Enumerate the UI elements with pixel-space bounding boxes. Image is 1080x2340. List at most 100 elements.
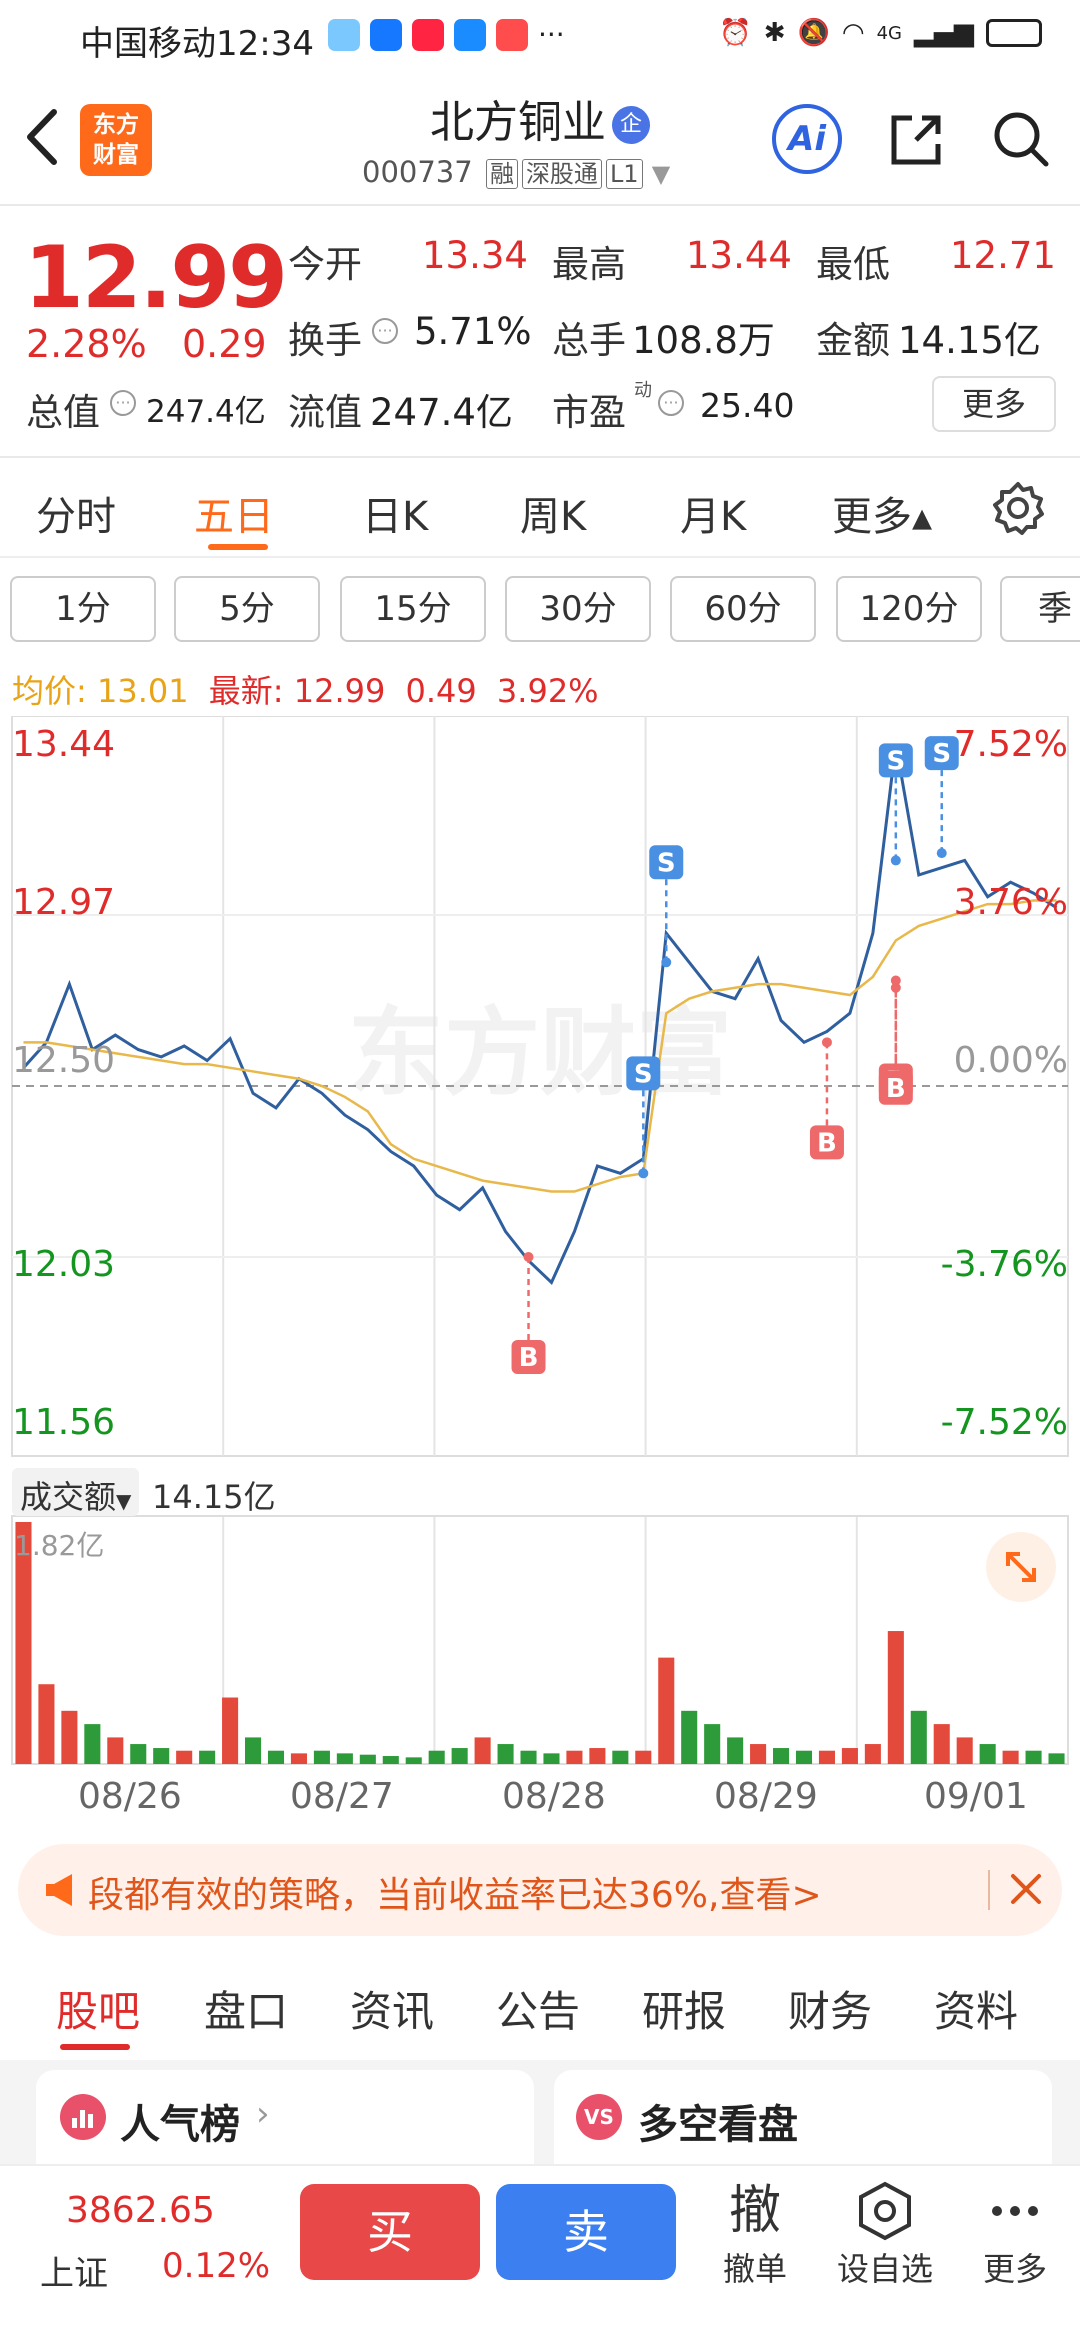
info-icon[interactable]: ··· xyxy=(110,390,136,416)
stat-label-high: 最高 xyxy=(552,243,626,286)
buy-button[interactable]: 买 xyxy=(300,2184,480,2280)
latest-percent: 3.92% xyxy=(496,672,599,710)
volume-type-label: 成交额 xyxy=(20,1478,117,1516)
cancel-order-button[interactable]: 撤单 xyxy=(722,2250,787,2288)
period-30min[interactable]: 30分 xyxy=(505,576,651,642)
gear-icon[interactable] xyxy=(990,480,1046,536)
stat-value-open: 13.34 xyxy=(422,234,528,277)
five-day-chart[interactable]: 东方财富 BSSBBBSS 13.44 12.97 12.50 12.03 11… xyxy=(0,715,1080,1826)
sell-button[interactable]: 卖 xyxy=(496,2184,676,2280)
marker-label: B xyxy=(817,1128,837,1158)
alipay-icon xyxy=(370,18,402,51)
tab-order-book[interactable]: 盘口 xyxy=(204,1987,289,2036)
info-icon[interactable]: ··· xyxy=(658,390,684,416)
volume-bar xyxy=(818,1750,835,1764)
battery-icon xyxy=(986,19,1042,47)
y-left-tick: 12.97 xyxy=(12,882,116,923)
marker-dot xyxy=(890,975,901,986)
latest-change: 0.49 xyxy=(405,672,477,710)
volume-bar xyxy=(1002,1750,1019,1764)
volume-bar xyxy=(658,1657,675,1764)
tab-more[interactable]: 更多▴ xyxy=(832,494,933,540)
minute-period-selector: 1分 5分 15分 30分 60分 120分 季 xyxy=(0,558,1080,658)
stat-label-float-cap: 流值 xyxy=(288,391,362,434)
marker-dot xyxy=(890,855,901,866)
banner-text[interactable]: 段都有效的策略，当前收益率已达36%,查看> xyxy=(88,1875,822,1916)
tab-news[interactable]: 资讯 xyxy=(350,1987,435,2036)
more-button[interactable]: 更多 xyxy=(982,2250,1047,2288)
volume-bar xyxy=(428,1750,445,1764)
tab-intraday[interactable]: 分时 xyxy=(36,494,116,540)
back-arrow-icon[interactable] xyxy=(22,102,62,172)
logo-text-line1: 东方 xyxy=(93,112,139,138)
volume-bar xyxy=(405,1757,422,1764)
info-icon[interactable]: ··· xyxy=(372,318,398,344)
volume-bar xyxy=(589,1748,606,1764)
watermark: 东方财富 xyxy=(348,997,732,1109)
period-1min[interactable]: 1分 xyxy=(10,576,156,642)
tab-profile[interactable]: 资料 xyxy=(934,1987,1019,2036)
period-15min[interactable]: 15分 xyxy=(340,576,486,642)
popularity-card[interactable]: 人气榜 › xyxy=(36,2070,534,2164)
volume-type-dropdown[interactable]: 成交额▼ xyxy=(12,1468,140,1516)
ai-button[interactable]: Ai xyxy=(772,104,842,174)
bull-bear-card[interactable]: VS 多空看盘 xyxy=(554,2070,1052,2164)
volume-bar xyxy=(290,1753,307,1764)
latest-value: 12.99 xyxy=(293,672,386,710)
stat-value-low: 12.71 xyxy=(950,234,1056,277)
y-right-tick: -7.52% xyxy=(940,1402,1068,1443)
cancel-order-icon[interactable]: 撤 xyxy=(728,2181,781,2241)
tab-five-day[interactable]: 五日 xyxy=(194,494,274,540)
y-left-tick: 12.03 xyxy=(12,1244,116,1285)
period-60min[interactable]: 60分 xyxy=(670,576,816,642)
buy-marker xyxy=(809,1125,844,1160)
tab-weekly-k[interactable]: 周K xyxy=(520,494,587,540)
volume-bar xyxy=(130,1744,147,1764)
volume-bar xyxy=(887,1631,904,1764)
volume-bar xyxy=(474,1737,491,1764)
current-price: 12.99 xyxy=(24,228,288,328)
tab-financials[interactable]: 财务 xyxy=(788,1987,873,2036)
change-percent: 2.28% xyxy=(26,322,147,366)
x-tick-label: 08/29 xyxy=(714,1776,818,1817)
index-name[interactable]: 上证 xyxy=(40,2254,108,2294)
period-5min[interactable]: 5分 xyxy=(174,576,320,642)
stock-header: 东方 财富 北方铜业企 000737 融深股通 L1 ▼ Ai xyxy=(0,72,1080,206)
app-notification-icon xyxy=(454,18,486,51)
tab-monthly-k[interactable]: 月K xyxy=(680,494,747,540)
stock-code-row[interactable]: 000737 融深股通 L1 ▼ xyxy=(362,154,670,189)
bull-bear-card-title: 多空看盘 xyxy=(638,2102,798,2148)
more-dots-icon[interactable] xyxy=(960,2180,1070,2242)
alarm-icon: ⏰ xyxy=(719,18,752,48)
volume-bar xyxy=(107,1737,124,1764)
sell-marker xyxy=(626,1056,661,1091)
period-120min[interactable]: 120分 xyxy=(836,576,982,642)
index-value[interactable]: 3862.65 xyxy=(66,2190,215,2231)
add-watchlist-button[interactable]: 设自选 xyxy=(836,2250,933,2288)
tab-forum[interactable]: 股吧 xyxy=(56,1987,141,2036)
eastmoney-logo[interactable]: 东方 财富 xyxy=(80,104,152,176)
bottom-action-bar: 3862.65 上证 0.12% 买 卖 撤 撤单 设自选 更多 xyxy=(0,2164,1080,2340)
tab-research[interactable]: 研报 xyxy=(642,1987,727,2036)
close-icon[interactable] xyxy=(1003,1866,1049,1912)
hexagon-watchlist-icon[interactable] xyxy=(830,2180,940,2242)
y-right-tick: -3.76% xyxy=(940,1244,1068,1285)
sell-marker xyxy=(878,743,913,778)
volume-bar xyxy=(704,1724,721,1764)
price-chart-svg[interactable]: 东方财富 BSSBBBSS xyxy=(0,715,1080,1826)
carrier-name: 中国移动 xyxy=(80,24,216,64)
share-icon[interactable] xyxy=(886,108,948,170)
volume-bar xyxy=(727,1737,744,1764)
index-percent[interactable]: 0.12% xyxy=(162,2246,271,2286)
trade-markers: BSSBBBSS xyxy=(511,736,959,1374)
strategy-banner[interactable]: 段都有效的策略，当前收益率已达36%,查看> xyxy=(18,1844,1062,1936)
tab-daily-k[interactable]: 日K xyxy=(362,494,429,540)
search-icon[interactable] xyxy=(990,108,1052,170)
y-left-tick: 12.50 xyxy=(12,1040,116,1081)
period-quarter[interactable]: 季 xyxy=(1000,576,1080,642)
avg-price-label: 均价: xyxy=(12,672,87,710)
dropdown-triangle-icon: ▼ xyxy=(116,1489,132,1513)
more-stats-button[interactable]: 更多 xyxy=(932,376,1056,432)
tab-announcements[interactable]: 公告 xyxy=(496,1987,581,2036)
expand-chart-button[interactable] xyxy=(986,1532,1056,1602)
